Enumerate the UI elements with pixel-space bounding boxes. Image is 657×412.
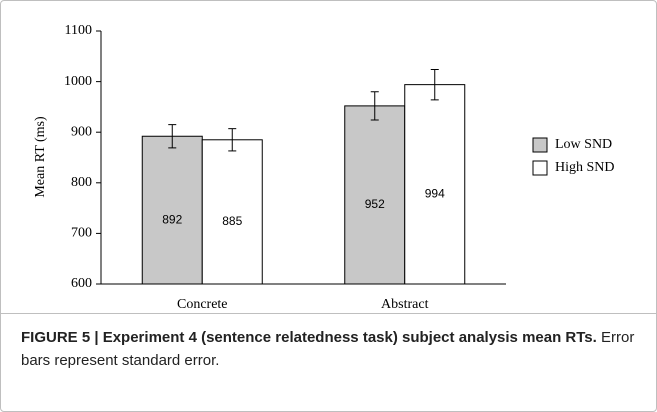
y-axis-label: Mean RT (ms) — [33, 116, 48, 198]
bar — [201, 139, 263, 285]
caption-text: Error bars represent standard error. — [21, 329, 635, 369]
y-tick-label: 900 — [71, 124, 92, 139]
legend-label: Low SND — [555, 137, 612, 152]
y-tick-label: 600 — [71, 276, 92, 291]
data-label: 994 — [425, 186, 445, 200]
y-tick-label: 1000 — [64, 74, 92, 89]
x-tick-label: Concrete — [177, 297, 228, 312]
data-label: 952 — [365, 197, 385, 211]
legend-swatch — [532, 137, 548, 153]
caption-label: FIGURE 5 | Experiment 4 (sentence relate… — [21, 329, 597, 346]
bar — [404, 84, 466, 285]
y-tick-label: 700 — [71, 226, 92, 241]
legend-label: High SND — [555, 160, 615, 175]
data-label: 892 — [162, 212, 182, 226]
y-tick-label: 1100 — [65, 23, 92, 38]
legend-swatch — [532, 160, 548, 176]
y-tick-label: 800 — [71, 175, 92, 190]
bar — [141, 135, 203, 285]
chart: Mean RT (ms) 600 700 800 900 1000 1100 Concret… — [33, 23, 615, 312]
caption: FIGURE 5 | Experiment 4 (sentence relate… — [21, 326, 641, 372]
data-label: 885 — [222, 214, 242, 228]
separator — [1, 313, 656, 314]
bar — [344, 105, 406, 285]
x-tick-label: Abstract — [381, 297, 429, 312]
